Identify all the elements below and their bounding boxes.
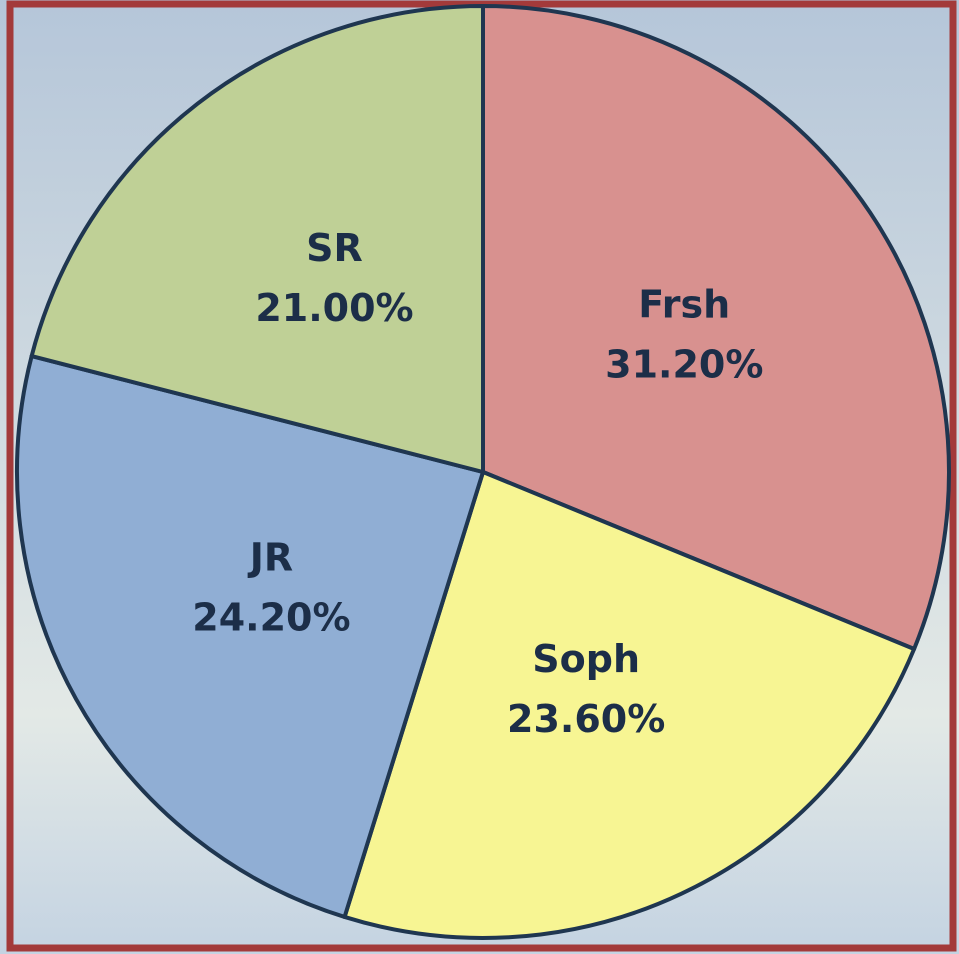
slice-category: Soph [532,637,640,681]
pie-slice [15,354,485,919]
slice-value-label: 23.60% [507,697,665,741]
slice-category: JR [247,536,293,580]
frame [6,0,957,952]
slice-value-label: 24.20% [192,596,350,640]
pie-slice [29,4,485,474]
pie: Frsh 31.20% Soph 23.60% JR 24.20% SR 21.00% [15,4,951,940]
slice-value-label: 31.20% [605,343,763,387]
slice-category: SR [306,226,363,270]
slice-value-label: 21.00% [255,286,413,330]
pie-slice [342,470,917,940]
slice-category: Frsh [638,283,730,327]
pie-slice [481,4,951,651]
